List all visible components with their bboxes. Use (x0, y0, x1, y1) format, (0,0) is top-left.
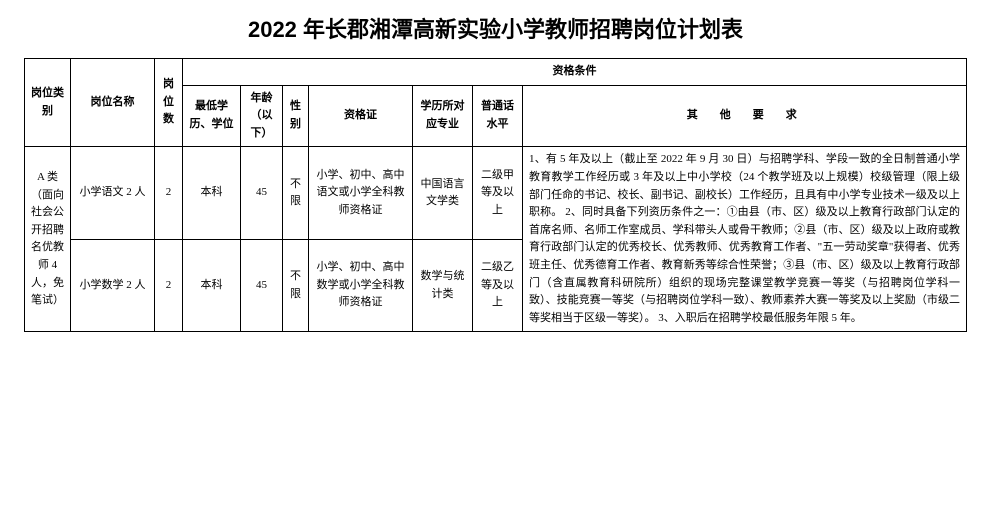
recruitment-table: 岗位类别 岗位名称 岗位数 资格条件 最低学历、学位 年龄（以下） 性别 资格证… (24, 58, 967, 332)
cell-gender: 不限 (283, 239, 309, 331)
cell-min-edu: 本科 (183, 147, 241, 239)
th-qualification-group: 资格条件 (183, 59, 967, 86)
cell-count: 2 (155, 147, 183, 239)
cell-gender: 不限 (283, 147, 309, 239)
th-other: 其 他 要 求 (523, 85, 967, 147)
th-cert: 资格证 (309, 85, 413, 147)
cell-age: 45 (241, 147, 283, 239)
th-category: 岗位类别 (25, 59, 71, 147)
page-title: 2022 年长郡湘潭高新实验小学教师招聘岗位计划表 (24, 12, 967, 44)
cell-posname: 小学语文 2 人 (71, 147, 155, 239)
th-mandarin: 普通话水平 (473, 85, 523, 147)
th-count: 岗位数 (155, 59, 183, 147)
cell-mandarin: 二级甲等及以上 (473, 147, 523, 239)
cell-category: A 类（面向社会公开招聘名优教师 4 人，免笔试） (25, 147, 71, 332)
th-gender: 性别 (283, 85, 309, 147)
th-min-edu: 最低学历、学位 (183, 85, 241, 147)
cell-min-edu: 本科 (183, 239, 241, 331)
cell-posname: 小学数学 2 人 (71, 239, 155, 331)
cell-cert: 小学、初中、高中语文或小学全科教师资格证 (309, 147, 413, 239)
cell-major: 中国语言文学类 (413, 147, 473, 239)
cell-age: 45 (241, 239, 283, 331)
cell-cert: 小学、初中、高中数学或小学全科教师资格证 (309, 239, 413, 331)
th-major: 学历所对应专业 (413, 85, 473, 147)
cell-mandarin: 二级乙等及以上 (473, 239, 523, 331)
table-row: A 类（面向社会公开招聘名优教师 4 人，免笔试） 小学语文 2 人 2 本科 … (25, 147, 967, 239)
cell-other: 1、有 5 年及以上（截止至 2022 年 9 月 30 日）与招聘学科、学段一… (523, 147, 967, 332)
th-posname: 岗位名称 (71, 59, 155, 147)
cell-major: 数学与统计类 (413, 239, 473, 331)
header-row-1: 岗位类别 岗位名称 岗位数 资格条件 (25, 59, 967, 86)
th-age: 年龄（以下） (241, 85, 283, 147)
cell-count: 2 (155, 239, 183, 331)
